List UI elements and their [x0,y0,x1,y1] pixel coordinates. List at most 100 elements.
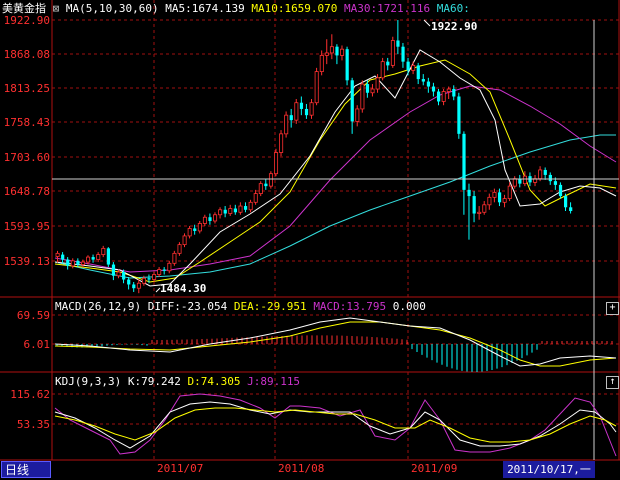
ma10-line [54,59,617,283]
macd-diff-line [54,317,617,367]
candle-body [375,77,380,90]
ma-params: MA(5,10,30,60) [65,2,159,15]
macd-name: MACD(26,12,9) [55,300,142,313]
macd-tick: 69.59 [17,309,50,322]
price-axis: 1922.90 1868.08 1813.25 1758.43 1703.60 … [4,14,50,268]
candle-body [111,264,116,276]
candle-body [202,216,207,224]
cursor-date: 2011/10/17,一 [503,461,595,478]
candle-body [457,96,461,134]
candle-body [147,278,151,280]
candle-body [243,206,248,210]
candle-body [411,64,416,71]
candle-body [497,192,502,203]
candle-body [482,204,487,213]
candle-body [477,211,482,214]
low-marker: 1484.30 [155,282,206,295]
kdj-k: K:79.242 [127,375,181,388]
macd-value: MACD:13.795 [313,300,387,313]
candle-body [91,257,95,260]
kdj-k-line [54,401,617,449]
kdj-d: D:74.305 [187,375,241,388]
price-tick: 1593.95 [4,220,50,233]
high-marker: 1922.90 [423,19,477,33]
candle-body [304,108,309,116]
macd-histogram [56,335,613,372]
macd-diff: DIFF:-23.054 [147,300,228,313]
candle-body [197,223,202,232]
candle-body [223,209,227,214]
candle-body [406,61,410,71]
candle-body [167,262,172,272]
candle-body [96,254,101,260]
kdj-d-line [54,407,617,443]
candle-body [182,235,187,246]
high-label: 1922.90 [431,20,477,33]
period-button[interactable]: 日线 [1,461,51,478]
candlesticks [55,20,573,294]
date-axis: 2011/07 2011/08 2011/09 [157,462,457,475]
candle-body [162,269,166,271]
ma30-line [54,85,617,273]
candle-body [492,191,497,198]
candle-body [127,279,131,285]
candle-body [329,46,334,54]
candle-body [507,185,512,199]
candle-body [335,46,339,56]
candle-body [350,80,354,122]
candle-body [365,84,370,93]
date-label: 2011/09 [411,462,457,475]
candle-body [66,259,70,266]
macd-tick: 6.01 [24,338,51,351]
candle-body [522,175,527,185]
candle-body [253,193,258,203]
kdj-axis: 115.62 53.35 [10,388,50,431]
ma5-line [54,49,617,287]
candle-body [213,214,218,222]
candle-body [86,256,91,263]
ma60-line [54,134,616,279]
kdj-j: J:89.115 [247,375,301,388]
candle-body [548,174,552,182]
macd-header: MACD(26,12,9) DIFF:-23.054 DEA:-29.951 M… [55,300,426,314]
candle-body [61,254,65,260]
candle-body [569,207,573,212]
price-tick: 1703.60 [4,151,50,164]
candle-body [141,277,146,284]
kdj-name: KDJ(9,3,3) [55,375,122,388]
expand-kdj-button[interactable]: ↑ [606,376,619,389]
kdj-tick: 115.62 [10,388,50,401]
candle-body [462,133,466,190]
candle-body [193,228,197,231]
candle-body [452,89,456,97]
candle-body [132,284,136,289]
expand-macd-button[interactable]: + [606,302,619,315]
ma60-value: MA60: [436,2,470,15]
price-tick: 1539.13 [4,255,50,268]
candle-body [538,169,543,180]
candle-body [314,71,319,104]
price-tick: 1758.43 [4,116,50,129]
candle-body [152,274,157,280]
ma-icon: ⊠ [52,2,60,15]
month-separators [153,0,409,460]
macd-dea: DEA:-29.951 [233,300,307,313]
candle-body [512,178,517,187]
candle-body [122,272,126,280]
candle-body [81,261,86,265]
candle-body [518,178,522,184]
candle-body [309,102,314,116]
kdj-header: KDJ(9,3,3) K:79.242 D:74.305 J:89.115 [55,375,300,389]
candle-body [106,248,110,265]
price-tick: 1648.78 [4,185,50,198]
candle-body [274,152,279,175]
ma5-value: MA5:1674.139 [165,2,245,15]
candle-body [116,271,121,277]
candle-body [360,83,365,110]
candle-body [431,86,436,92]
candle-body [345,49,349,81]
candle-body [248,201,253,211]
candle-body [258,183,263,194]
candle-body [294,102,299,121]
